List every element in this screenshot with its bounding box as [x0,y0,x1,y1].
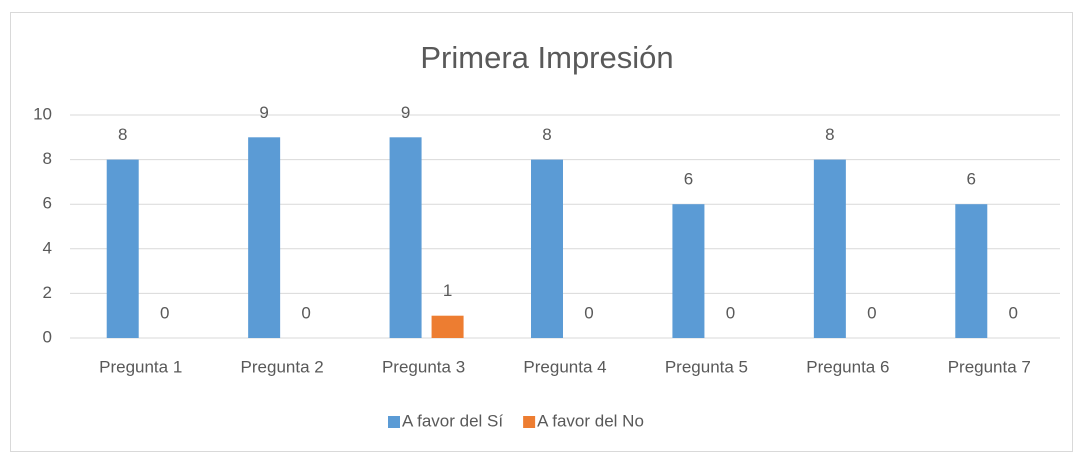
y-tick-label: 0 [43,327,52,346]
data-label: 0 [726,303,735,322]
data-label: 9 [259,103,268,122]
data-label: 6 [684,170,693,189]
data-label: 8 [825,125,834,144]
x-tick-label: Pregunta 6 [806,357,889,376]
data-label: 8 [542,125,551,144]
x-tick-label: Pregunta 3 [382,357,465,376]
data-label: 8 [118,125,127,144]
data-label: 9 [401,103,410,122]
bar [813,159,846,338]
x-tick-label: Pregunta 7 [948,357,1031,376]
bar [248,137,281,338]
y-tick-label: 10 [33,104,52,123]
x-tick-label: Pregunta 1 [99,357,182,376]
bar [106,159,139,338]
x-tick-label: Pregunta 2 [241,357,324,376]
legend-swatch [523,416,536,428]
data-label: 0 [584,303,593,322]
legend-label: A favor del Sí [402,411,503,430]
bar [531,159,563,338]
y-tick-label: 2 [43,283,52,302]
y-tick-label: 4 [43,238,52,257]
data-label: 6 [967,170,976,189]
data-label: 0 [301,303,310,322]
bar [389,137,422,338]
bar [672,204,705,338]
y-tick-label: 8 [43,149,52,168]
legend-label: A favor del No [537,411,644,430]
chart-title: Primera Impresión [420,40,673,75]
bar [431,315,464,338]
data-label: 0 [160,303,169,322]
data-label: 1 [443,281,452,300]
x-tick-label: Pregunta 5 [665,357,748,376]
x-tick-label: Pregunta 4 [523,357,606,376]
data-label: 0 [1009,303,1018,322]
bar [955,204,988,338]
y-tick-label: 6 [43,194,52,213]
legend-swatch [388,416,400,428]
data-label: 0 [867,303,876,322]
